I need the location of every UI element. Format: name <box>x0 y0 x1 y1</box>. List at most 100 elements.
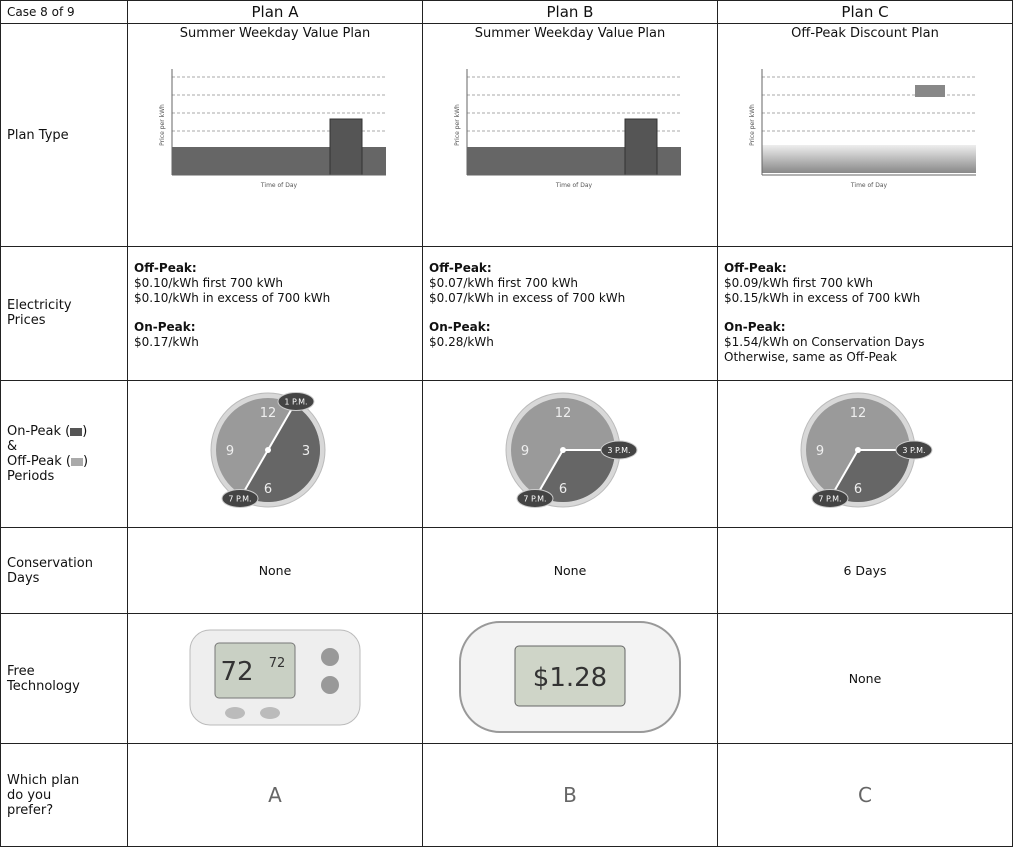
start-time: 1 P.M. <box>284 398 307 407</box>
label-line: On-Peak ( <box>7 424 71 440</box>
label-line: & <box>7 439 18 455</box>
on-peak-heading: On-Peak: <box>134 320 196 335</box>
plan-name: Summer Weekday Value Plan <box>179 26 371 42</box>
price-line: Otherwise, same as Off-Peak <box>724 350 897 365</box>
row-label: Conservation Days <box>0 527 128 614</box>
price-line: $1.54/kWh on Conservation Days <box>724 335 925 350</box>
price-line: $0.17/kWh <box>134 335 199 350</box>
case-label: Case 8 of 9 <box>0 0 128 25</box>
button <box>260 706 280 719</box>
plan-cell: None <box>127 527 423 614</box>
thermostat-set: 72 <box>269 656 286 671</box>
clock: 12 9 3 6 1 P.M. 7 P.M. <box>210 392 325 509</box>
chart-y-label: Price per kWh <box>749 104 756 146</box>
clock-center <box>264 447 271 454</box>
on-peak-wedge <box>241 405 320 503</box>
off-peak-heading: Off-Peak: <box>429 261 492 276</box>
on-peak-swatch <box>70 427 83 436</box>
plan-name: Summer Weekday Value Plan <box>474 26 666 42</box>
price-line: $0.07/kWh in excess of 700 kWh <box>429 291 626 306</box>
label-line: Days <box>7 570 40 586</box>
time-badge <box>516 489 553 509</box>
button <box>321 675 339 694</box>
display-amount: $1.28 <box>533 663 607 693</box>
on-peak-heading: On-Peak: <box>429 320 491 335</box>
row-label: Plan Type <box>0 23 128 248</box>
on-peak-block <box>329 118 363 176</box>
end-time: 7 P.M. <box>523 495 546 504</box>
label-line: Which plan <box>7 772 80 788</box>
row-label: On-Peak () & Off-Peak () Periods <box>0 379 128 529</box>
chart-x-label: Time of Day <box>260 182 298 189</box>
display-screen <box>514 645 626 707</box>
row-label: Electricity Prices <box>0 246 128 381</box>
chart-x-label: Time of Day <box>555 182 593 189</box>
button <box>225 706 245 719</box>
time-badge <box>811 489 848 509</box>
time-badge <box>277 392 314 412</box>
clock-center <box>559 447 566 454</box>
row-label: Which plan do you prefer? <box>0 743 128 847</box>
clock-number: 9 <box>225 444 233 459</box>
price-line: $0.10/kWh first 700 kWh <box>134 276 284 291</box>
label-line: Technology <box>7 678 80 694</box>
technology-row: Free Technology 72 72 $1.28 None <box>0 612 1013 745</box>
plan-cell: Off-Peak: $0.07/kWh first 700 kWh $0.07/kW… <box>422 246 718 381</box>
price-line: $0.10/kWh in excess of 700 kWh <box>134 291 331 306</box>
clock: 12 9 6 3 P.M. 7 P.M. <box>505 392 637 509</box>
prefer-row: Which plan do you prefer? A B C <box>0 743 1013 847</box>
plan-cell: A <box>127 743 423 847</box>
clock-number: 12 <box>259 406 276 421</box>
off-peak-swatch <box>70 457 83 466</box>
clock-hand <box>266 404 295 451</box>
tech-cell: None <box>717 612 1013 745</box>
label-line: Periods <box>7 469 55 485</box>
tech-cell: 72 72 <box>127 612 423 745</box>
time-badge <box>600 440 637 460</box>
conservation-days: 6 Days <box>843 563 887 579</box>
clock-hand <box>535 449 564 496</box>
clock-number: 6 <box>263 482 271 497</box>
label-line: prefer? <box>7 802 54 818</box>
thermostat: 72 72 <box>189 629 361 726</box>
label-line: ) <box>82 454 89 470</box>
clock-number: 12 <box>554 406 571 421</box>
mini-chart: Price per kWh Time of Day <box>450 59 690 200</box>
choice-option[interactable]: C <box>858 783 872 808</box>
plan-cell: C <box>717 743 1013 847</box>
conservation-days: None <box>258 563 292 579</box>
plan-header: Plan B <box>422 0 718 25</box>
choice-option[interactable]: B <box>563 783 577 808</box>
time-badge <box>221 489 258 509</box>
plan-cell: Summer Weekday Value Plan Price per kWh … <box>422 23 718 248</box>
label-line: ) <box>82 424 88 440</box>
header-row: Case 8 of 9 Plan A Plan B Plan C <box>0 0 1013 25</box>
label-line: Free <box>7 663 35 679</box>
mini-chart: Price per kWh Time of Day <box>155 59 395 200</box>
row-label: Free Technology <box>0 612 128 745</box>
clock: 12 9 6 3 P.M. 7 P.M. <box>800 392 932 509</box>
plan-cell: 12 9 6 3 P.M. 7 P.M. <box>717 379 1013 529</box>
clock-number: 9 <box>520 444 528 459</box>
periods-row: On-Peak () & Off-Peak () Periods 12 9 3 6 1… <box>0 379 1013 529</box>
label-line: Prices <box>7 313 46 329</box>
plan-cell: B <box>422 743 718 847</box>
thermostat-temp: 72 <box>220 657 253 687</box>
on-peak-block <box>624 118 658 176</box>
conservation-row: Conservation Days None None 6 Days <box>0 527 1013 614</box>
clock-number: 6 <box>853 482 861 497</box>
clock-number: 6 <box>558 482 566 497</box>
choice-option[interactable]: A <box>268 783 282 808</box>
clock-center <box>854 447 861 454</box>
chart-y-label: Price per kWh <box>159 104 166 146</box>
label-line: do you <box>7 787 52 803</box>
start-time: 3 P.M. <box>607 446 630 455</box>
chart-x-label: Time of Day <box>850 182 888 189</box>
on-peak-heading: On-Peak: <box>724 320 786 335</box>
clock-number: 9 <box>815 444 823 459</box>
time-badge <box>895 440 932 460</box>
chart-y-label: Price per kWh <box>454 104 461 146</box>
clock-hand <box>830 449 859 496</box>
clock-number: 3 <box>301 444 309 459</box>
on-peak-block <box>915 85 945 98</box>
